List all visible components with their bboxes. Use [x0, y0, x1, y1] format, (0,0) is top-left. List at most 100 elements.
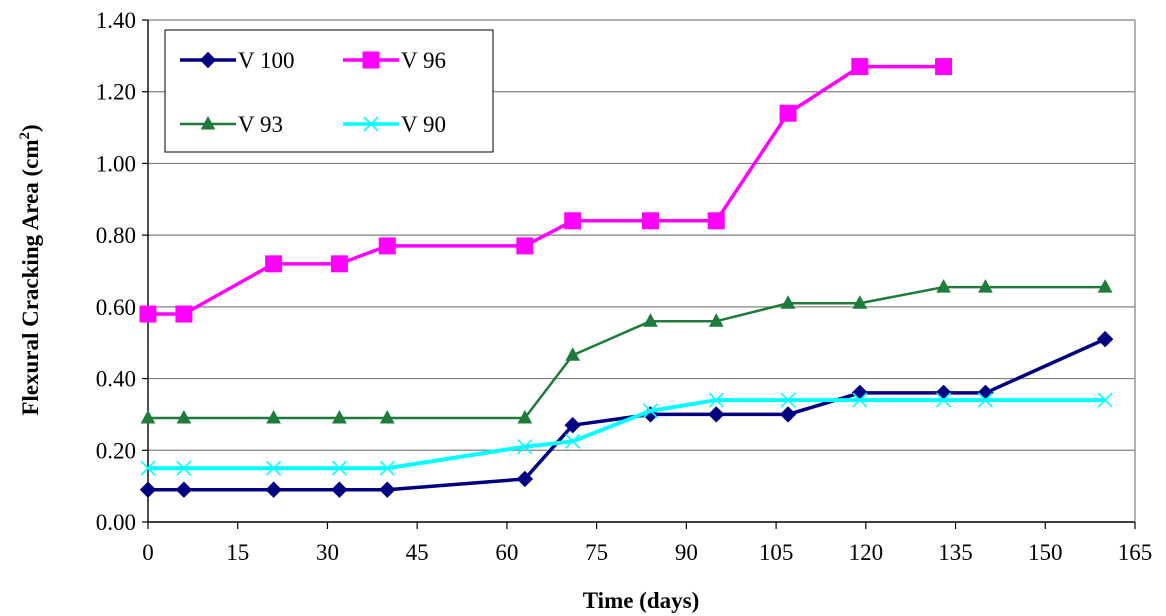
data-point — [516, 237, 534, 255]
marker-x-stroke — [266, 460, 282, 476]
data-point — [379, 409, 395, 424]
data-point — [1097, 392, 1113, 408]
data-point — [936, 279, 951, 293]
data-point — [565, 347, 581, 361]
x-tick-label: 45 — [406, 540, 429, 565]
legend-label: V 96 — [401, 48, 446, 73]
data-point — [517, 409, 533, 424]
data-point — [977, 392, 994, 408]
marker-x-stroke — [176, 460, 192, 476]
y-tick-label: 0.00 — [96, 510, 136, 535]
marker-x-stroke — [977, 392, 994, 408]
data-point — [265, 255, 283, 273]
data-point — [266, 460, 282, 476]
data-point — [379, 481, 396, 498]
data-point — [708, 406, 725, 423]
y-axis-ticks: 0.00 0.20 0.40 0.60 0.80 1.00 1.20 1.40 — [96, 8, 148, 535]
y-tick-label: 1.40 — [96, 8, 136, 33]
data-point — [779, 406, 797, 423]
marker-x-stroke — [852, 392, 868, 408]
marker-x-stroke — [363, 116, 379, 132]
data-point — [852, 295, 868, 309]
data-point — [643, 313, 658, 327]
x-tick-label: 30 — [316, 540, 339, 565]
legend-swatch-marker — [363, 116, 379, 132]
data-point — [176, 460, 192, 476]
legend-box — [164, 29, 494, 153]
marker-x-stroke — [708, 392, 724, 408]
series-v90 — [140, 392, 1113, 476]
marker-x-stroke — [780, 392, 796, 408]
x-tick-label: 120 — [849, 540, 884, 565]
data-point — [780, 392, 796, 408]
y-axis-title-close: ) — [18, 124, 43, 132]
data-point — [978, 279, 993, 293]
data-point — [378, 237, 396, 255]
x-tick-label: 165 — [1118, 540, 1153, 565]
legend-item: V 93 — [180, 112, 283, 137]
marker-x-stroke — [642, 403, 659, 419]
data-point — [564, 212, 582, 230]
x-tick-label: 105 — [759, 540, 794, 565]
legend-label: V 93 — [238, 112, 283, 137]
legend-item: V 90 — [343, 112, 446, 137]
data-point — [641, 212, 659, 230]
data-point — [379, 460, 395, 476]
x-axis-ticks: 0 15 30 45 60 75 90 105 120 135 150 165 — [142, 522, 1152, 565]
data-point — [331, 481, 348, 498]
x-tick-label: 90 — [675, 540, 698, 565]
x-tick-label: 75 — [585, 540, 608, 565]
data-point — [564, 416, 581, 434]
data-point — [516, 470, 534, 488]
data-point — [332, 409, 347, 424]
data-point — [517, 439, 533, 455]
data-point — [708, 392, 724, 408]
data-point — [851, 58, 869, 76]
data-point — [935, 58, 953, 76]
data-point — [565, 433, 581, 449]
marker-x-stroke — [565, 433, 581, 449]
legend-item: V 96 — [343, 48, 446, 73]
series-line — [148, 64, 944, 316]
x-tick-label: 135 — [938, 540, 973, 565]
series-line — [148, 337, 1106, 492]
legend-swatch-marker — [199, 51, 217, 69]
series-v100 — [139, 330, 1114, 498]
legend-label: V 100 — [238, 48, 294, 73]
marker-x-stroke — [1097, 392, 1113, 408]
data-point — [266, 409, 281, 424]
legend-swatch-marker — [200, 115, 216, 130]
data-point — [176, 409, 192, 424]
data-point — [331, 460, 347, 476]
y-axis-title-main: Flexural Cracking Area (cm — [18, 140, 43, 416]
x-axis-title: Time (days) — [583, 588, 700, 613]
series-v96 — [139, 58, 953, 323]
marker-x-stroke — [331, 460, 347, 476]
data-point — [265, 481, 282, 498]
x-tick-label: 0 — [142, 540, 154, 565]
marker-x-stroke — [379, 460, 395, 476]
data-point — [852, 392, 868, 408]
data-point — [1096, 330, 1114, 348]
data-point — [175, 481, 193, 498]
y-tick-label: 1.00 — [96, 151, 136, 176]
x-tick-label: 150 — [1028, 540, 1063, 565]
series-group — [139, 58, 1114, 498]
y-tick-label: 0.20 — [96, 438, 136, 463]
y-tick-label: 0.80 — [96, 223, 136, 248]
legend: V 100 V 96 V 93 V 90 — [164, 29, 494, 153]
data-point — [936, 392, 952, 408]
y-tick-label: 0.40 — [96, 367, 136, 392]
data-point — [708, 313, 724, 327]
legend-item: V 100 — [180, 48, 294, 73]
data-point — [779, 104, 797, 122]
x-tick-label: 60 — [495, 540, 518, 565]
series-line — [148, 398, 1106, 471]
data-point — [140, 409, 156, 424]
data-point — [140, 460, 156, 476]
data-point — [707, 212, 725, 230]
marker-x-stroke — [936, 392, 952, 408]
y-axis-title: Flexural Cracking Area (cm2) — [17, 124, 43, 415]
y-tick-label: 0.60 — [96, 295, 136, 320]
data-point — [330, 255, 348, 273]
